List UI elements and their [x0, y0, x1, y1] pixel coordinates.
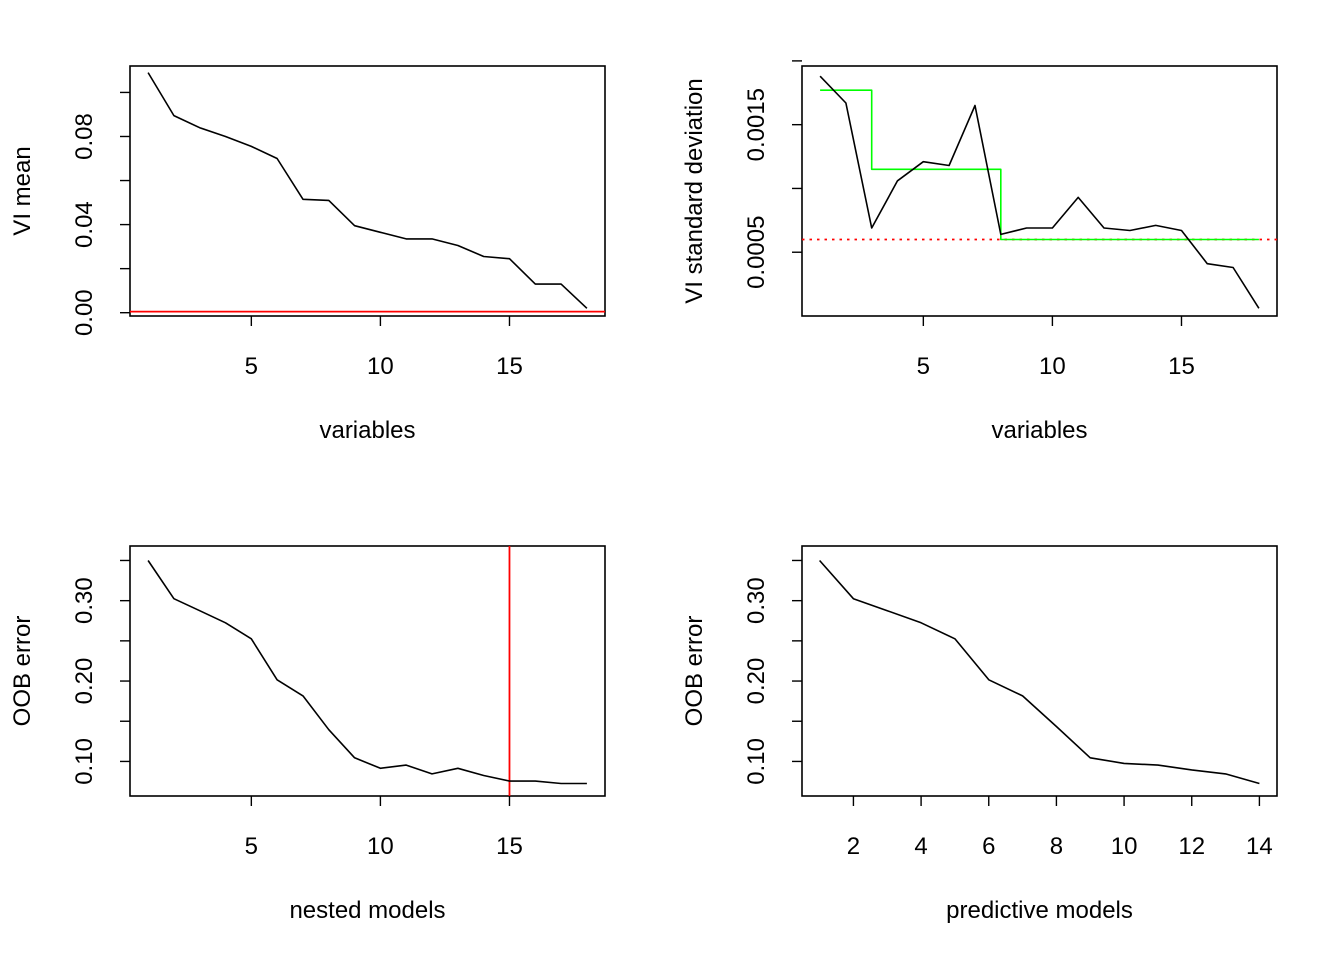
plot-frame: [801, 545, 1278, 797]
y-axis-label: VI mean: [9, 146, 36, 235]
y-tick-label: 0.00: [71, 289, 98, 336]
y-tick-label: 0.20: [743, 658, 770, 705]
x-tick-label: 15: [496, 833, 523, 860]
y-tick-label: 0.04: [71, 201, 98, 248]
y-tick-label: 0.08: [71, 113, 98, 160]
x-axis-label: variables: [991, 417, 1087, 444]
x-tick-label: 6: [982, 833, 995, 860]
x-tick-label: 4: [914, 833, 927, 860]
x-tick-label: 2: [847, 833, 860, 860]
y-tick-label: 0.0015: [743, 88, 770, 161]
x-tick-label: 14: [1246, 833, 1273, 860]
series-line: [147, 72, 588, 309]
series-line: [819, 559, 1260, 785]
y-tick-label: 0.20: [71, 658, 98, 705]
x-axis-label: predictive models: [946, 897, 1133, 924]
predictive-models-plot: 2 4 6 8 10 12 14 0.10 0.20 0.30 predictive models O…: [681, 545, 1278, 924]
x-tick-label: 10: [367, 833, 394, 860]
x-axis-label: variables: [319, 417, 415, 444]
y-axis-label: OOB error: [681, 616, 708, 727]
x-tick-label: 5: [245, 353, 258, 380]
y-tick-label: 0.30: [71, 577, 98, 624]
x-tick-label: 10: [1039, 353, 1066, 380]
plot-frame: [801, 65, 1278, 317]
x-tick-label: 15: [1168, 353, 1195, 380]
x-tick-label: 12: [1178, 833, 1205, 860]
x-tick-label: 10: [1111, 833, 1138, 860]
plot-frame: [129, 545, 606, 797]
y-axis-label: OOB error: [9, 616, 36, 727]
y-tick-label: 0.10: [71, 738, 98, 785]
y-tick-label: 0.0005: [743, 216, 770, 289]
x-axis-label: nested models: [289, 897, 445, 924]
y-tick-label: 0.10: [743, 738, 770, 785]
vi-sd-plot: 5 10 15 0.0005 0.0015 variables VI standard de…: [681, 60, 1278, 444]
x-tick-label: 5: [917, 353, 930, 380]
series-line: [819, 75, 1260, 309]
x-tick-label: 10: [367, 353, 394, 380]
series-line: [147, 560, 587, 785]
x-tick-label: 8: [1050, 833, 1063, 860]
x-tick-label: 5: [245, 833, 258, 860]
vi-mean-plot: 5 10 15 0.00 0.04 0.08 variables VI mean: [9, 65, 606, 444]
x-tick-label: 15: [496, 353, 523, 380]
step-line: [820, 89, 1259, 241]
nested-models-plot: 5 10 15 0.10 0.20 0.30 nested models OOB error: [9, 545, 606, 924]
y-tick-label: 0.30: [743, 577, 770, 624]
y-axis-label: VI standard deviation: [681, 78, 708, 303]
plot-frame: [129, 65, 606, 317]
